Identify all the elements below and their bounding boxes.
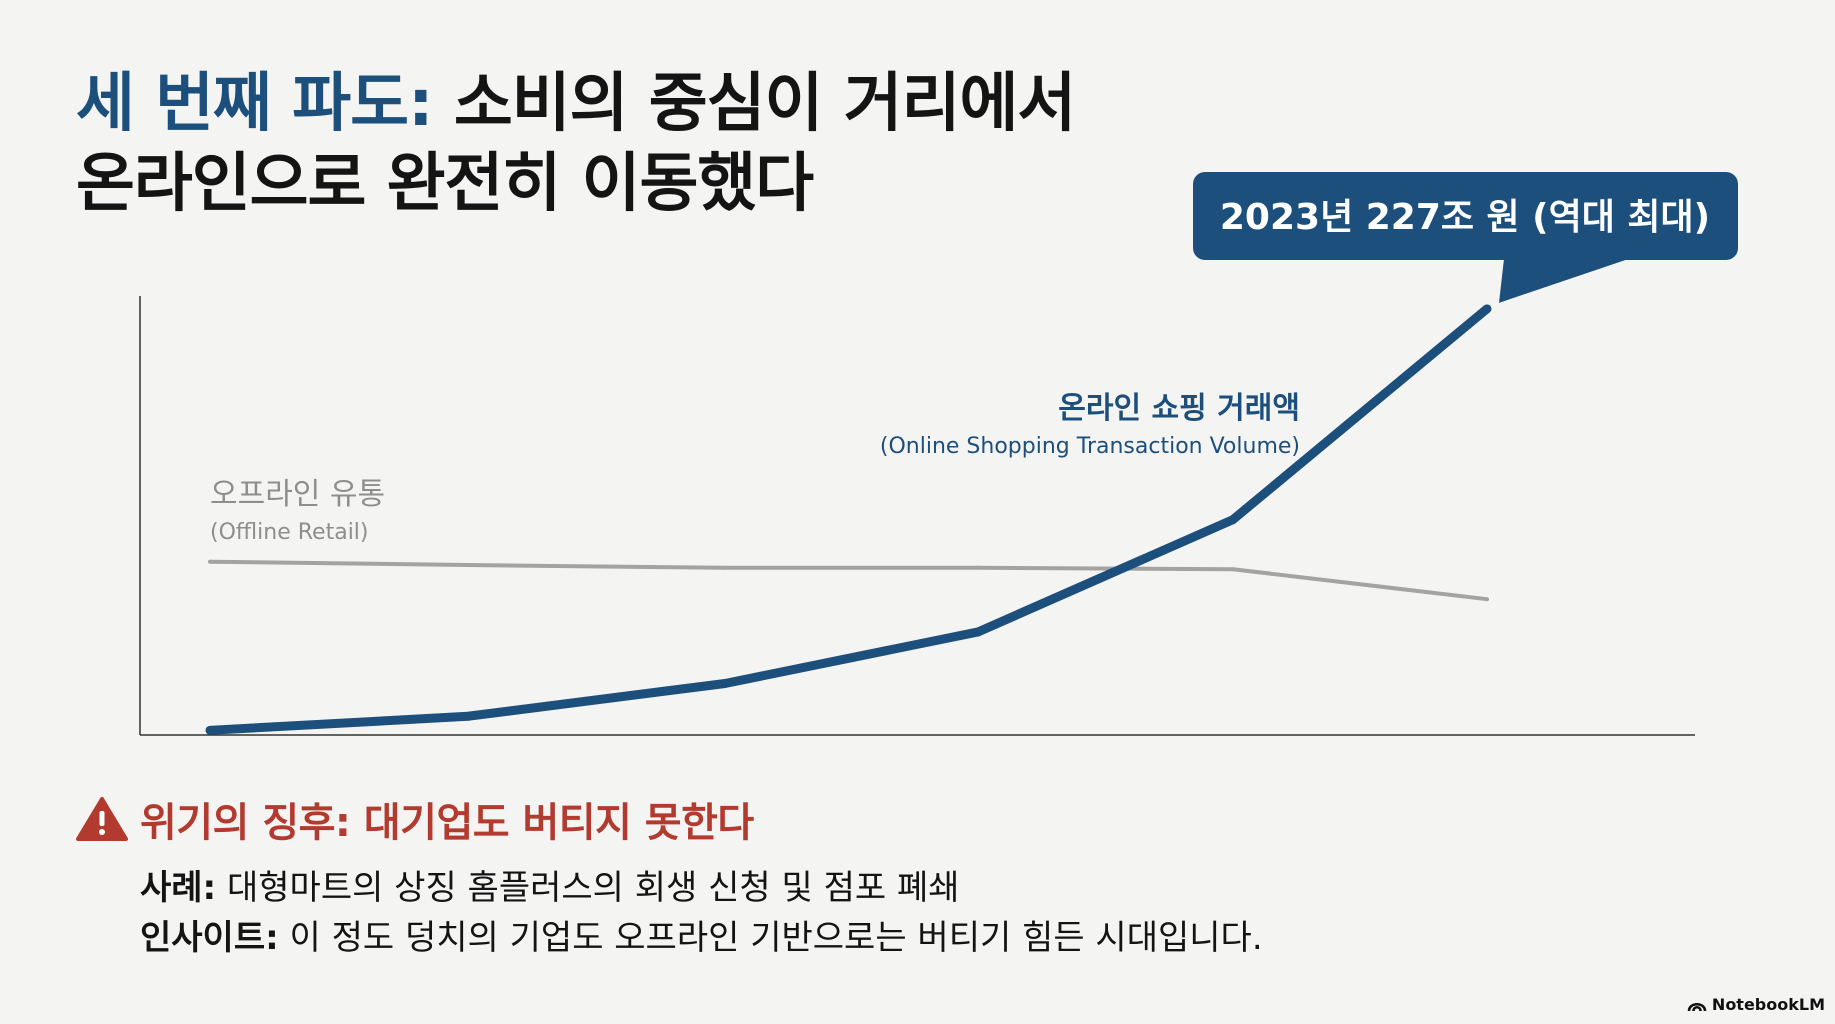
case-line: 사례: 대형마트의 상징 홈플러스의 회생 신청 및 점포 폐쇄 <box>140 860 960 909</box>
series-label-offline: 오프라인 유통 <box>210 477 385 512</box>
warning-header: 위기의 징후: 대기업도 버티지 못한다 <box>76 790 754 848</box>
series-label-online: 온라인 쇼핑 거래액 <box>1058 391 1300 426</box>
brand-name: NotebookLM <box>1711 995 1825 1014</box>
data-point-online <box>1228 515 1238 525</box>
callout-text: 2023년 227조 원 (역대 최대) <box>1220 197 1710 238</box>
insight-line: 인사이트: 이 정도 덩치의 기업도 오프라인 기반으로는 버티기 힘든 시대입… <box>140 910 1263 959</box>
warning-title: 위기의 징후: 대기업도 버티지 못한다 <box>140 800 754 846</box>
data-point-online <box>973 627 983 637</box>
data-point-offline <box>723 565 727 570</box>
case-label: 사례: <box>140 868 217 908</box>
series-line-offline <box>209 559 1488 602</box>
data-point-offline <box>208 559 212 564</box>
notebooklm-logo-icon <box>1687 1002 1707 1011</box>
data-point-offline <box>976 565 980 570</box>
series-sublabel-online: (Online Shopping Transaction Volume) <box>880 434 1300 459</box>
title-rest: 소비의 중심이 거리에서 <box>432 67 1076 141</box>
data-point-offline <box>1485 597 1489 602</box>
insight-text: 이 정도 덩치의 기업도 오프라인 기반으로는 버티기 힘든 시대입니다. <box>278 918 1263 958</box>
chart: 온라인 쇼핑 거래액 (Online Shopping Transaction V… <box>139 172 1738 736</box>
series-line-online <box>209 305 1490 735</box>
chart-axes <box>139 296 1695 736</box>
title-line2: 온라인으로 완전히 이동했다 <box>76 147 814 221</box>
title-accent: 세 번째 파도: <box>76 67 434 141</box>
callout-pointer <box>1499 250 1655 303</box>
page-title: 세 번째 파도: 소비의 중심이 거리에서 온라인으로 완전히 이동했다 <box>76 64 1076 224</box>
insight-label: 인사이트: <box>140 918 279 958</box>
data-point-online <box>1482 304 1492 314</box>
data-point-online <box>720 678 730 688</box>
callout: 2023년 227조 원 (역대 최대) <box>1193 172 1738 303</box>
warning-triangle-icon <box>76 797 128 841</box>
notebooklm-logo: NotebookLM <box>1687 995 1825 1014</box>
callout-box <box>1193 172 1738 260</box>
case-text: 대형마트의 상징 홈플러스의 회생 신청 및 점포 폐쇄 <box>216 868 960 908</box>
data-point-online <box>463 711 473 721</box>
chart-series: 온라인 쇼핑 거래액 (Online Shopping Transaction V… <box>205 304 1492 735</box>
series-sublabel-offline: (Offline Retail) <box>210 520 369 545</box>
data-point-offline <box>1231 567 1235 572</box>
data-point-offline <box>466 563 470 568</box>
data-point-online <box>205 725 215 735</box>
